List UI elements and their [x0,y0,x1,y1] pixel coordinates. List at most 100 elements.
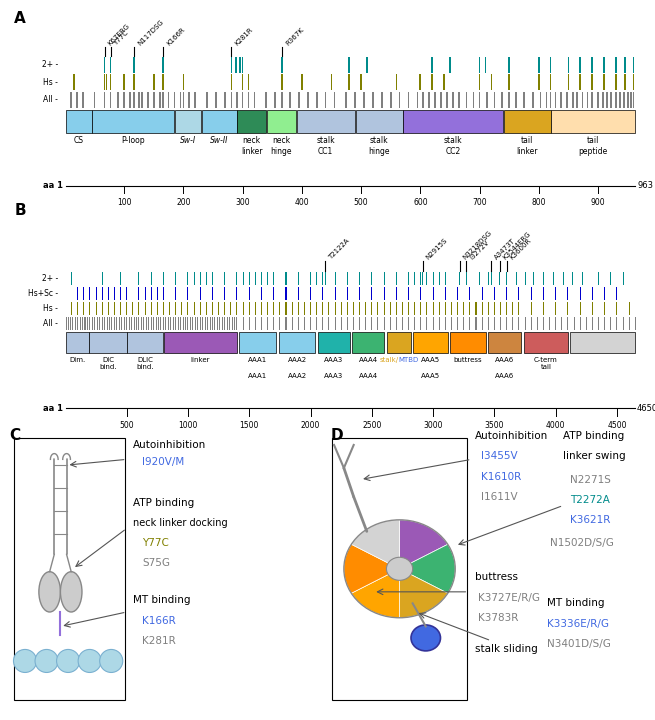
Bar [138,287,140,300]
Bar [301,74,303,90]
Bar [537,317,538,330]
Ellipse shape [14,649,37,672]
Bar [114,317,115,330]
Bar [83,302,84,315]
Text: tail
peptide: tail peptide [578,136,608,156]
Bar [231,92,233,108]
Bar [396,287,397,300]
Text: P-loop: P-loop [121,136,145,145]
Text: DLIC
bind.: DLIC bind. [136,357,154,370]
Bar [592,317,593,330]
Bar [175,109,201,132]
Bar [491,74,493,90]
Bar [71,302,72,315]
Bar [236,317,238,330]
Bar [316,272,317,285]
Bar [531,302,532,315]
Bar [180,317,181,330]
Bar [325,272,326,285]
Bar [304,317,305,330]
Bar [466,92,468,108]
Bar [494,302,495,315]
Bar [187,287,189,300]
Bar [102,317,103,330]
Bar [77,302,78,315]
Bar [89,287,90,300]
Text: 200: 200 [176,198,191,207]
Text: AAA6: AAA6 [495,374,514,379]
Bar [422,272,423,285]
Bar [298,287,299,300]
Bar [479,92,480,108]
Bar [408,272,409,285]
Text: tail
linker: tail linker [516,136,538,156]
Bar [72,317,73,330]
Bar [333,92,335,108]
Bar [189,92,190,108]
Bar [77,287,78,300]
Text: AAA3: AAA3 [324,357,343,363]
Text: neck linker docking: neck linker docking [133,518,227,528]
Bar [134,74,135,90]
Bar [82,92,84,108]
Bar [229,317,230,330]
Bar [242,92,244,108]
Bar [567,287,569,300]
Bar [111,317,113,330]
Bar [390,92,392,108]
Text: Dim.: Dim. [69,357,85,363]
Bar [567,317,569,330]
Bar [331,74,332,90]
Text: R367K: R367K [284,27,305,47]
Bar [310,317,311,330]
Bar [147,92,149,108]
Bar [298,272,299,285]
Bar [543,302,544,315]
Bar [473,92,474,108]
Bar [224,272,225,285]
Bar [249,302,250,315]
Text: neck
linker: neck linker [241,136,262,156]
Bar [89,302,90,315]
Text: Autoinhibition: Autoinhibition [133,440,206,450]
Text: K166R: K166R [166,27,186,47]
Bar [126,302,127,315]
Text: 4650: 4650 [637,404,655,413]
Bar [278,333,316,353]
Bar [141,92,143,108]
Bar [202,317,203,330]
Bar [610,92,612,108]
Text: N2271S: N2271S [570,474,610,485]
Text: 800: 800 [532,198,546,207]
Bar [322,302,324,315]
Bar [365,302,366,315]
Bar [206,92,208,108]
Bar [518,317,519,330]
Bar [550,57,552,73]
Bar [445,302,446,315]
Wedge shape [344,544,400,593]
Bar [399,92,400,108]
Text: Hs -: Hs - [43,78,58,87]
Bar [224,317,225,330]
Bar [114,302,115,315]
Bar [555,92,556,108]
Bar [552,109,635,132]
Bar [328,302,329,315]
Bar [131,317,132,330]
Bar [261,272,262,285]
Bar [602,92,604,108]
Bar [190,317,191,330]
Bar [582,272,583,285]
Bar [604,302,605,315]
Bar [402,302,403,315]
Text: A: A [14,11,26,26]
Text: Sw-II: Sw-II [210,136,228,145]
Text: C: C [10,428,21,443]
Text: N2915S: N2915S [425,237,449,261]
Bar [561,92,562,108]
Bar [75,317,76,330]
Text: All -: All - [43,96,58,104]
Text: AAA5: AAA5 [421,357,440,363]
Bar [141,317,142,330]
